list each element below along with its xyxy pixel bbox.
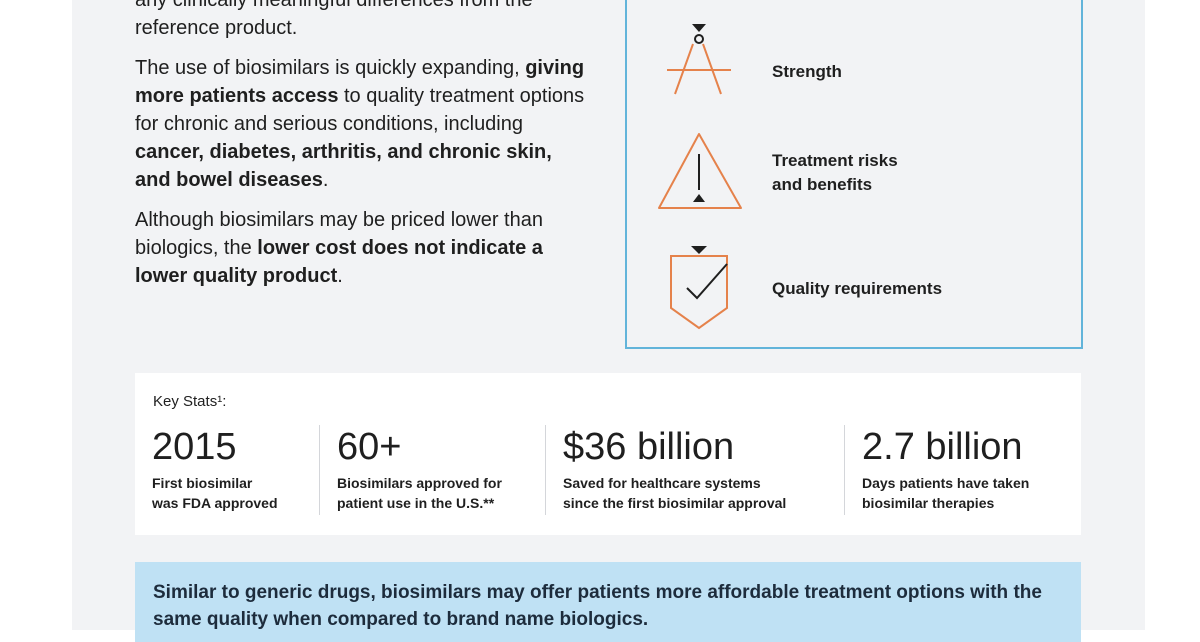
- paragraph: Although biosimilars may be priced lower…: [135, 206, 585, 290]
- text: Quality requirements: [772, 279, 943, 298]
- stat-label: Biosimilars approved for patient use in t…: [337, 473, 502, 513]
- text: Treatment risks: [772, 151, 898, 170]
- stat-label: Days patients have taken biosimilar thera…: [862, 473, 1029, 513]
- stat: $36 billion Saved for healthcare systems s…: [545, 425, 786, 515]
- bold-text: cancer, diabetes, arthritis, and chronic…: [135, 141, 552, 191]
- caliper-icon: [667, 43, 731, 95]
- text: Days patients have taken: [862, 475, 1030, 491]
- text: Strength: [772, 62, 842, 81]
- body-text: any clinically meaningful differences fr…: [135, 0, 585, 302]
- icons: [658, 24, 742, 330]
- text: was FDA approved: [152, 495, 278, 511]
- bold-text: lower cost does not indicate a lower qua…: [135, 237, 543, 287]
- stat-value: 2015: [152, 426, 237, 468]
- feature-label: Treatment risks and benefits: [772, 149, 898, 197]
- feature-label: Quality requirements: [772, 277, 942, 301]
- warning-icon: [658, 133, 742, 209]
- feature-label: Strength: [772, 60, 842, 84]
- text: Saved for healthcare systems: [563, 475, 761, 491]
- text: to quality treatment options for chronic…: [135, 85, 585, 135]
- text: .: [322, 169, 329, 191]
- paragraph: any clinically meaningful differences fr…: [135, 0, 585, 42]
- text: patient use in the U.S.**: [337, 495, 495, 511]
- text: First biosimilar: [152, 475, 253, 491]
- features-box: Strength Treatment risks and benefits Qua…: [625, 0, 1083, 349]
- stat-label: Saved for healthcare systems since the fi…: [563, 473, 786, 513]
- text: Biosimilars approved for: [337, 475, 502, 491]
- text: any clinically meaningful differences fr…: [135, 0, 533, 39]
- text: Although biosimilars may be priced lower…: [135, 209, 543, 259]
- stat: 2.7 billion Days patients have taken biosi…: [844, 425, 1029, 515]
- stat: 2015 First biosimilar was FDA approved: [135, 425, 278, 515]
- stat-value: $36 billion: [563, 426, 735, 468]
- shield-icon: [670, 255, 728, 330]
- stat-label: First biosimilar was FDA approved: [152, 473, 278, 513]
- stat-value: 60+: [337, 426, 402, 468]
- paragraph: The use of biosimilars is quickly expand…: [135, 54, 585, 194]
- key-stats: Key Stats¹: 2015 First biosimilar was FDA …: [135, 373, 1081, 535]
- callout: Similar to generic drugs, biosimilars ma…: [135, 562, 1081, 642]
- text: and benefits: [772, 175, 873, 194]
- bold-text: giving more patients access: [135, 57, 585, 107]
- text: The use of biosimilars is quickly expand…: [135, 57, 526, 79]
- text: since the first biosimilar approval: [563, 495, 787, 511]
- stat-value: 2.7 billion: [862, 426, 1023, 468]
- callout-text: Similar to generic drugs, biosimilars ma…: [153, 582, 1042, 630]
- text: biosimilar therapies: [862, 495, 995, 511]
- stat: 60+ Biosimilars approved for patient use i…: [319, 425, 502, 515]
- stats-heading: Key Stats¹:: [153, 393, 227, 410]
- text: .: [337, 265, 343, 287]
